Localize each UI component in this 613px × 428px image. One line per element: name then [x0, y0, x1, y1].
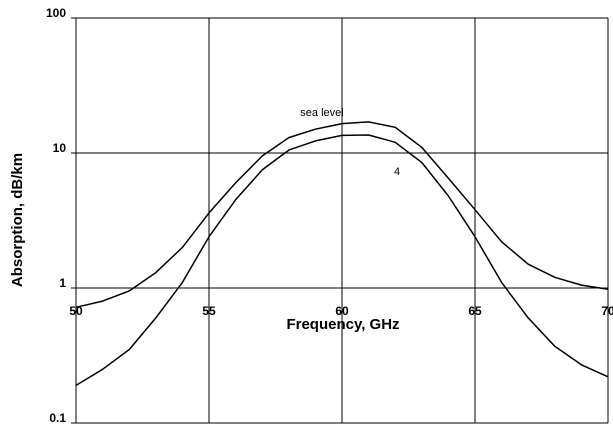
x-tick-label: 70: [601, 304, 613, 318]
y-tick-label: 100: [46, 6, 66, 20]
x-tick-label: 55: [202, 304, 216, 318]
x-tick-label: 60: [335, 304, 349, 318]
x-tick-label: 65: [468, 304, 482, 318]
y-tick-label: 1: [59, 276, 66, 290]
line: [75, 134, 609, 387]
x-axis-label: Frequency, GHz: [286, 316, 399, 333]
y-tick-label: 0.1: [49, 411, 66, 425]
y-axis-label: Absorption, dB/km: [9, 153, 26, 287]
series-label: sea level: [300, 107, 343, 119]
line: [75, 121, 609, 309]
y-tick-label: 10: [53, 141, 67, 155]
series-label: 4: [394, 166, 400, 178]
